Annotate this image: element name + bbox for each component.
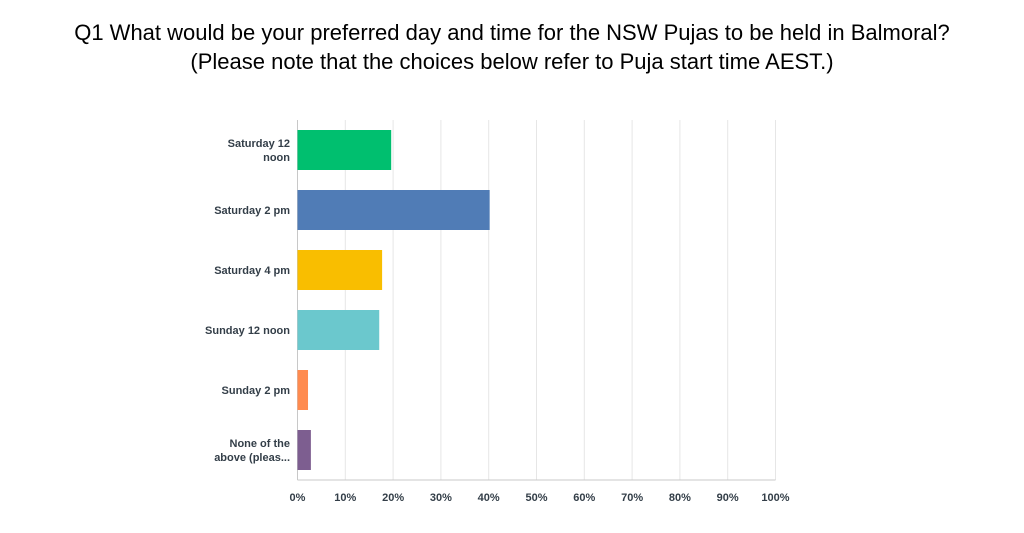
x-tick-label: 80%: [669, 492, 691, 504]
bar: [297, 310, 380, 350]
bar: [297, 130, 392, 170]
x-tick-label: 50%: [525, 492, 547, 504]
category-label: Saturday 12 noon: [228, 138, 291, 164]
chart-title: Q1 What would be your preferred day and …: [0, 18, 1024, 76]
bar: [297, 370, 309, 410]
bar: [297, 190, 490, 230]
category-label: Sunday 12 noon: [205, 325, 290, 337]
category-label: Saturday 2 pm: [214, 205, 290, 217]
category-label: None of the above (pleas...: [214, 438, 290, 464]
x-tick-label: 90%: [717, 492, 739, 504]
bar: [297, 250, 383, 290]
chart-title-line-1: Q1 What would be your preferred day and …: [74, 20, 950, 45]
x-tick-label: 0%: [290, 492, 306, 504]
x-tick-label: 20%: [382, 492, 404, 504]
x-tick-label: 10%: [334, 492, 356, 504]
x-tick-label: 60%: [573, 492, 595, 504]
category-label: Sunday 2 pm: [222, 385, 291, 397]
bar: [297, 430, 311, 470]
x-tick-label: 100%: [761, 492, 789, 504]
chart-title-line-2: (Please note that the choices below refe…: [190, 49, 834, 74]
x-tick-label: 40%: [478, 492, 500, 504]
category-label: Saturday 4 pm: [214, 265, 290, 277]
x-tick-label: 70%: [621, 492, 643, 504]
x-tick-label: 30%: [430, 492, 452, 504]
